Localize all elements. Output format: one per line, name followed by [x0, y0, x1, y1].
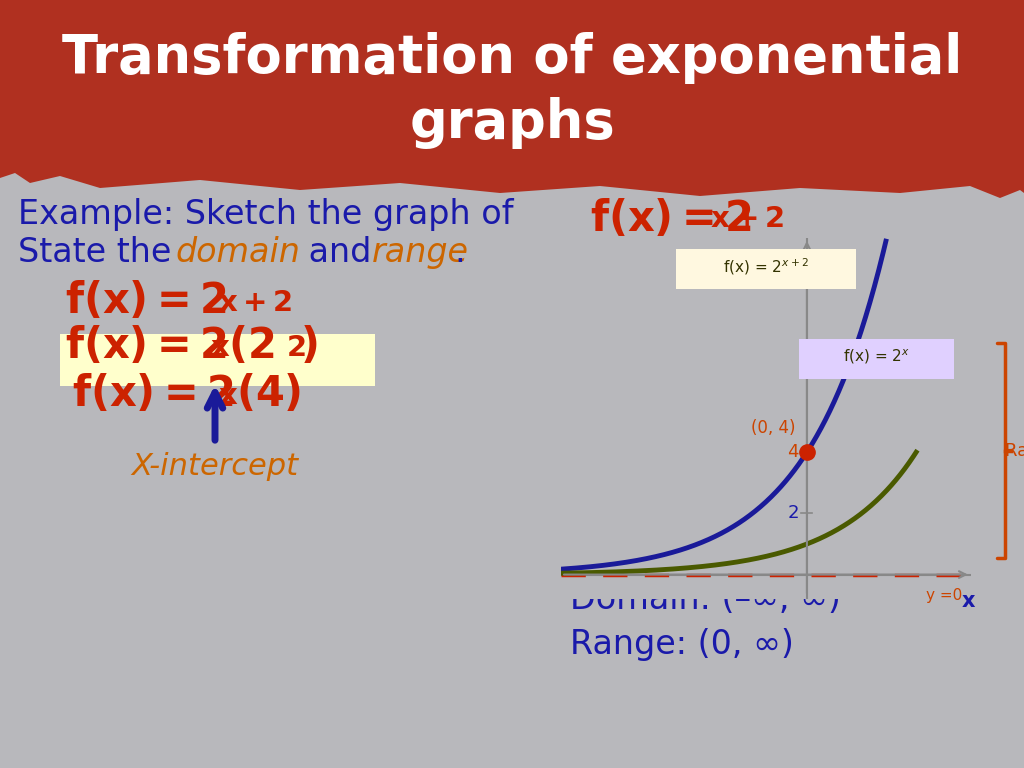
Text: 2: 2 — [787, 505, 799, 522]
Text: $\mathbf{x}$: $\mathbf{x}$ — [218, 382, 239, 410]
FancyBboxPatch shape — [676, 249, 856, 289]
Text: $\mathbf{2}$: $\mathbf{2}$ — [286, 334, 305, 362]
Text: $\mathbf{x + 2}$: $\mathbf{x + 2}$ — [218, 289, 292, 317]
Text: Transformation of exponential: Transformation of exponential — [61, 32, 963, 84]
Text: 4: 4 — [787, 443, 799, 462]
Text: Example: Sketch the graph of: Example: Sketch the graph of — [18, 198, 513, 231]
Text: $\mathbf{x + 2}$: $\mathbf{x + 2}$ — [710, 205, 784, 233]
Text: $\mathbf{f(x) = 2}$: $\mathbf{f(x) = 2}$ — [65, 325, 226, 367]
Polygon shape — [0, 0, 1024, 198]
Text: x: x — [962, 591, 975, 611]
Text: graphs: graphs — [410, 97, 614, 149]
Text: X-intercept: X-intercept — [131, 452, 299, 481]
FancyBboxPatch shape — [799, 339, 954, 379]
Text: Domain: (–∞, ∞): Domain: (–∞, ∞) — [570, 583, 841, 616]
Text: .: . — [454, 236, 465, 269]
Text: $\mathbf{f(x) = 2}$: $\mathbf{f(x) = 2}$ — [72, 373, 233, 415]
Text: y: y — [782, 252, 796, 272]
Text: range: range — [372, 236, 469, 269]
Text: (0, 4): (0, 4) — [752, 419, 796, 437]
Text: $\mathbf{( 2}$: $\mathbf{( 2}$ — [228, 325, 274, 367]
Text: $\mathbf{f(x) = 2}$: $\mathbf{f(x) = 2}$ — [65, 280, 226, 322]
Text: $\mathbf{)}$: $\mathbf{)}$ — [300, 325, 317, 367]
Text: Range: (0, ∞): Range: (0, ∞) — [570, 628, 794, 661]
Text: f(x) = $2^x$: f(x) = $2^x$ — [843, 348, 910, 366]
Text: $\mathbf{(4)}$: $\mathbf{(4)}$ — [236, 373, 301, 415]
Text: $\mathbf{x}$: $\mathbf{x}$ — [210, 334, 230, 362]
Text: and: and — [298, 236, 382, 269]
Text: domain: domain — [175, 236, 300, 269]
Text: $\mathbf{f(x) = 2}$: $\mathbf{f(x) = 2}$ — [590, 198, 752, 240]
Text: f(x) = $2^{x+2}$: f(x) = $2^{x+2}$ — [723, 257, 809, 277]
Text: State the: State the — [18, 236, 182, 269]
Text: y =0: y =0 — [927, 588, 963, 604]
Text: Range: (0, ∞): Range: (0, ∞) — [1005, 442, 1024, 460]
Bar — [60, 334, 375, 386]
